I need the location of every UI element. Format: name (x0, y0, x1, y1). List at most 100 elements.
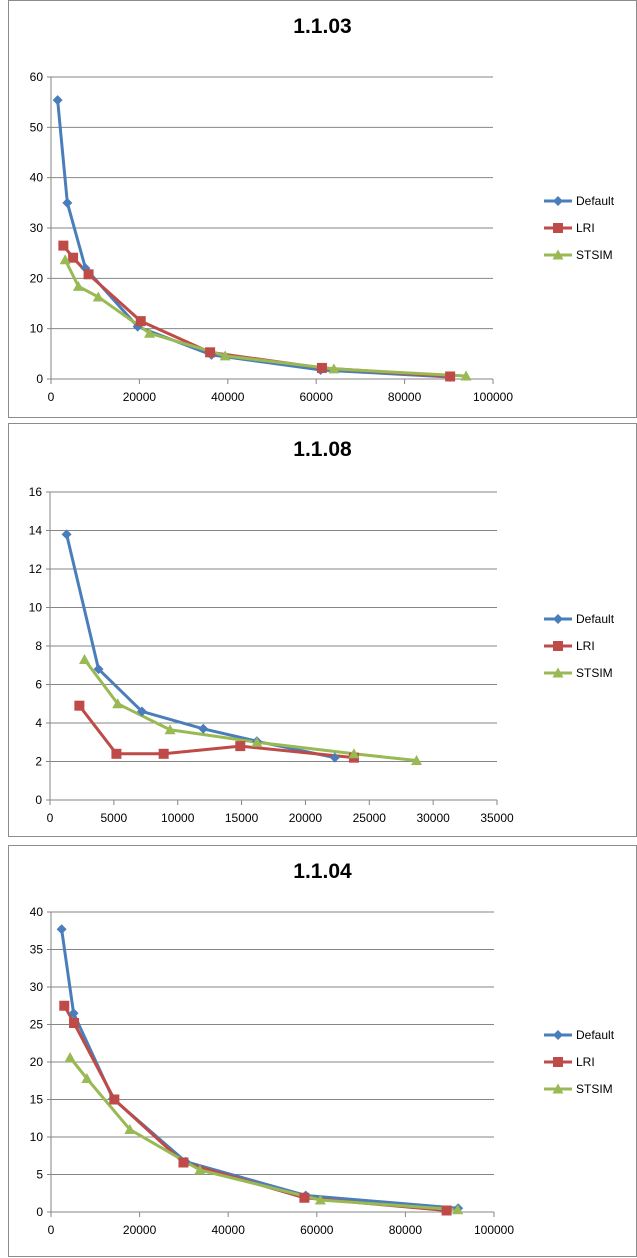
chart-2-legend-label-stsim: STSIM (576, 666, 613, 680)
chart-3-y-tick-label: 40 (30, 905, 44, 919)
chart-2-point-stsim (112, 698, 124, 709)
chart-2-point-lri (235, 741, 246, 752)
chart-3-series-line-lri (62, 1005, 447, 1212)
chart-2-point-stsim (78, 653, 90, 664)
chart-3-point-stsim (452, 1204, 464, 1215)
chart-2-x-tick-label: 20000 (289, 811, 323, 825)
chart-1-point-stsim (59, 254, 71, 265)
chart-2-series-line-stsim (83, 658, 417, 763)
chart-3-y-tick-label: 30 (30, 980, 44, 994)
chart-1-x-tick-label: 0 (48, 390, 55, 404)
chart-1-point-lri (135, 316, 146, 327)
chart-3-point-lri (59, 1000, 70, 1011)
chart-1-legend-label-stsim: STSIM (576, 248, 613, 262)
chart-3-point-stsim (314, 1194, 326, 1205)
chart-1-series-line-stsim (63, 259, 467, 378)
chart-3-point-lri (178, 1157, 189, 1168)
chart-2-x-tick-label: 35000 (480, 811, 514, 825)
chart-2-point-lri (111, 748, 122, 759)
chart-2-point-stsim (411, 755, 423, 766)
chart-1-y-tick-label: 50 (30, 120, 44, 134)
chart-3-point-stsim (64, 1052, 76, 1062)
chart-3-y-tick-label: 0 (36, 1205, 43, 1219)
chart-3-point-default (56, 924, 67, 935)
chart-1-point-stsim (219, 350, 231, 361)
chart-1-point-lri (58, 240, 69, 251)
chart-3-legend-label-stsim: STSIM (576, 1082, 613, 1096)
chart-2-point-stsim (164, 724, 176, 735)
chart-3-series-line-default (60, 929, 459, 1210)
chart-3-x-tick-label: 40000 (212, 1223, 246, 1237)
chart-2-point-default (61, 529, 72, 540)
chart-3-y-tick-label: 10 (30, 1130, 44, 1144)
chart-1-point-stsim (328, 363, 340, 374)
chart-1-x-tick-label: 40000 (211, 390, 245, 404)
chart-3-legend-marker-stsim (552, 1083, 564, 1094)
chart-1-point-default (62, 197, 73, 208)
chart-2-x-tick-label: 10000 (161, 811, 195, 825)
chart-1-title: 1.1.03 (293, 15, 352, 38)
chart-1-y-tick-label: 40 (30, 171, 44, 185)
chart-3-point-lri (109, 1094, 120, 1105)
chart-3-series-line-stsim (68, 1056, 458, 1212)
chart-3-point-stsim (81, 1073, 93, 1083)
chart-3-point-lri (69, 1018, 80, 1028)
chart-3-legend-marker-default (553, 1030, 563, 1040)
chart-2-legend-marker-lri (553, 641, 563, 651)
chart-panel-3: 0 5 10 15 20 25 30 35 40 0 20000 40000 60000 80000 100… (8, 845, 637, 1257)
chart-3-y-tick-label: 15 (30, 1093, 44, 1107)
chart-2-y-tick-label: 0 (35, 793, 42, 807)
chart-1-legend-marker-lri (553, 223, 563, 233)
chart-1-point-lri (83, 269, 94, 280)
chart-1-point-lri (316, 362, 327, 373)
chart-2-legend-marker-stsim (552, 667, 564, 678)
chart-2-title: 1.1.08 (293, 438, 352, 461)
chart-2-x-tick-label: 30000 (416, 811, 450, 825)
chart-2-x-tick-label: 5000 (101, 811, 128, 825)
chart-2-legend-label-default: Default (576, 612, 615, 626)
chart-1-y-tick-label: 20 (30, 271, 44, 285)
chart-3-legend-label-lri: LRI (576, 1055, 595, 1069)
chart-2-x-tick-label: 15000 (225, 811, 259, 825)
chart-3-y-tick-label: 35 (30, 943, 44, 957)
chart-2-point-lri (158, 748, 169, 759)
chart-3-x-tick-label: 100000 (474, 1223, 514, 1237)
chart-2-x-tick-label: 0 (47, 811, 54, 825)
chart-3-legend-label-default: Default (576, 1028, 615, 1042)
chart-3-x-tick-label: 60000 (300, 1223, 334, 1237)
chart-3-legend-marker-lri (553, 1057, 563, 1067)
chart-1-y-tick-label: 30 (30, 221, 44, 235)
chart-2-point-default (136, 706, 147, 717)
chart-3-title: 1.1.04 (293, 860, 352, 883)
chart-1-point-stsim (144, 327, 156, 338)
chart-1-plot: 0 10 20 30 40 50 60 0 20000 40000 60000 80000 100000… (30, 70, 615, 404)
chart-2-y-tick-label: 14 (29, 524, 43, 538)
chart-2-y-tick-label: 12 (29, 562, 43, 576)
chart-3-point-stsim (124, 1124, 136, 1134)
chart-3-point-default (68, 1008, 79, 1019)
chart-2-point-default (329, 752, 340, 763)
chart-2-point-stsim (251, 736, 263, 747)
chart-2-y-tick-label: 4 (35, 716, 42, 730)
chart-2-y-tick-label: 16 (29, 485, 43, 499)
chart-3-y-tick-label: 20 (30, 1055, 44, 1069)
chart-1-point-lri (445, 371, 456, 382)
chart-2-y-tick-label: 10 (29, 601, 43, 615)
chart-1-legend-marker-default (553, 196, 563, 206)
chart-3-x-tick-label: 80000 (389, 1223, 423, 1237)
chart-3-plot: 0 5 10 15 20 25 30 35 40 0 20000 40000 60000 80000 100… (30, 905, 615, 1237)
chart-1-y-tick-label: 0 (36, 372, 43, 386)
chart-1-point-stsim (460, 370, 472, 381)
chart-1-legend-marker-stsim (552, 249, 564, 260)
chart-1-x-tick-label: 20000 (123, 390, 157, 404)
chart-2-y-tick-label: 2 (35, 755, 42, 769)
chart-1-legend-label-lri: LRI (576, 221, 595, 235)
chart-1-x-tick-label: 60000 (300, 390, 334, 404)
chart-3-y-tick-label: 25 (30, 1018, 44, 1032)
chart-2-point-default (198, 723, 209, 734)
chart-1-point-default (52, 95, 63, 106)
chart-1-y-tick-label: 60 (30, 70, 44, 84)
chart-2-legend-marker-default (553, 614, 563, 624)
chart-1-x-tick-label: 80000 (388, 390, 422, 404)
chart-3-x-tick-label: 20000 (123, 1223, 157, 1237)
